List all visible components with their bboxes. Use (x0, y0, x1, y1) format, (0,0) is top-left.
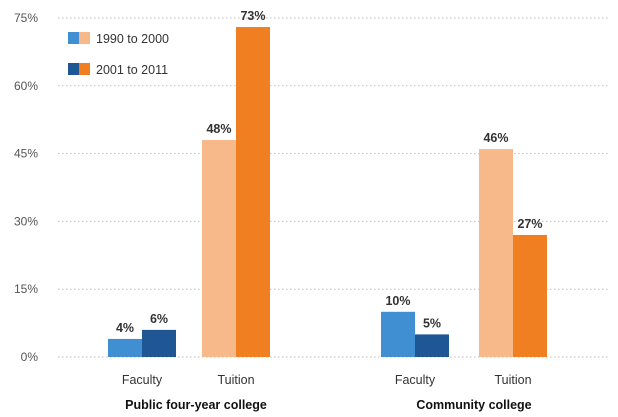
legend-swatch (68, 32, 79, 44)
data-label: 48% (206, 122, 231, 136)
legend-swatch (79, 63, 90, 75)
category-label: Tuition (494, 373, 531, 387)
bar-community-college-tuition-series1 (479, 149, 513, 357)
y-tick-label: 45% (14, 147, 38, 161)
bar-community-college-tuition-series2 (513, 234, 547, 357)
category-label: Tuition (217, 373, 254, 387)
y-tick-label: 75% (14, 11, 38, 25)
y-tick-label: 30% (14, 214, 38, 228)
bar-community-college-faculty-series1 (381, 311, 415, 357)
data-label: 46% (483, 131, 508, 145)
data-label: 73% (240, 9, 265, 23)
legend-label: 1990 to 2000 (96, 32, 169, 46)
data-label: 4% (116, 321, 134, 335)
bar-community-college-faculty-series2 (415, 334, 449, 357)
legend-swatch (68, 63, 79, 75)
group-label: Public four-year college (125, 398, 267, 412)
group-label: Community college (416, 398, 531, 412)
data-label: 10% (385, 294, 410, 308)
legend-label: 2001 to 2011 (96, 63, 168, 77)
y-tick-label: 15% (14, 282, 38, 296)
data-label: 27% (517, 217, 542, 231)
category-label: Faculty (395, 373, 436, 387)
data-label: 6% (150, 312, 168, 326)
bar-public-four-year-college-faculty-series1 (108, 338, 142, 357)
data-label: 5% (423, 316, 441, 330)
bar-public-four-year-college-tuition-series2 (236, 27, 270, 357)
y-tick-label: 0% (21, 350, 39, 364)
bar-public-four-year-college-faculty-series2 (142, 329, 176, 357)
bar-public-four-year-college-tuition-series1 (202, 140, 236, 357)
category-label: Faculty (122, 373, 163, 387)
y-tick-label: 60% (14, 79, 38, 93)
legend-swatch (79, 32, 90, 44)
